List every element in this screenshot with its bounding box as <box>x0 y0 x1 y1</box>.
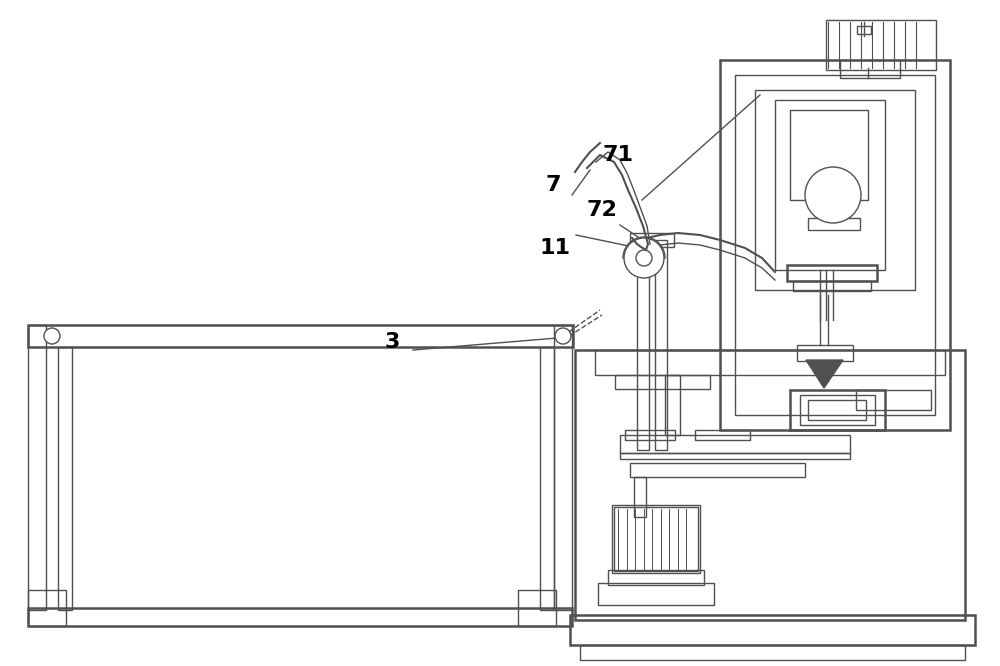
Bar <box>608 570 704 585</box>
Bar <box>857 26 871 34</box>
Bar <box>614 507 698 571</box>
Text: 3: 3 <box>384 332 400 352</box>
Circle shape <box>44 328 60 344</box>
Polygon shape <box>806 360 843 388</box>
Bar <box>637 240 649 450</box>
Bar <box>598 583 714 605</box>
Bar <box>695 430 750 440</box>
Bar <box>665 375 680 435</box>
Bar <box>800 395 875 425</box>
Bar <box>612 505 700 573</box>
Bar <box>797 345 853 361</box>
Bar <box>630 233 674 247</box>
Bar <box>615 375 710 389</box>
Circle shape <box>555 328 571 344</box>
Circle shape <box>805 167 861 223</box>
Bar <box>575 350 965 620</box>
Bar <box>840 60 900 78</box>
Bar <box>620 453 850 459</box>
Bar <box>790 390 885 430</box>
Bar <box>28 325 46 610</box>
Bar <box>655 240 667 450</box>
Bar <box>540 347 554 610</box>
Text: 11: 11 <box>540 238 570 258</box>
Bar <box>595 350 945 375</box>
Bar <box>735 75 935 415</box>
Bar <box>28 608 572 626</box>
Bar <box>808 400 866 420</box>
Bar <box>856 390 931 410</box>
Bar <box>755 90 915 290</box>
Bar <box>28 325 573 347</box>
Bar <box>775 100 885 270</box>
Bar <box>570 615 975 645</box>
Text: 72: 72 <box>587 200 617 220</box>
Bar <box>630 463 805 477</box>
Bar <box>580 645 965 660</box>
Circle shape <box>636 250 652 266</box>
Bar <box>787 265 877 281</box>
Bar <box>720 60 950 430</box>
Bar <box>620 435 850 453</box>
Bar <box>826 20 936 70</box>
Bar <box>28 590 66 626</box>
Text: 7: 7 <box>545 175 561 195</box>
Bar <box>634 477 646 517</box>
Bar <box>554 325 572 610</box>
Bar <box>790 110 868 200</box>
Bar <box>58 347 72 610</box>
Text: 71: 71 <box>602 145 634 165</box>
Bar <box>793 281 871 291</box>
Bar <box>808 218 860 230</box>
Circle shape <box>624 238 664 278</box>
Bar <box>518 590 556 626</box>
Bar <box>625 430 675 440</box>
